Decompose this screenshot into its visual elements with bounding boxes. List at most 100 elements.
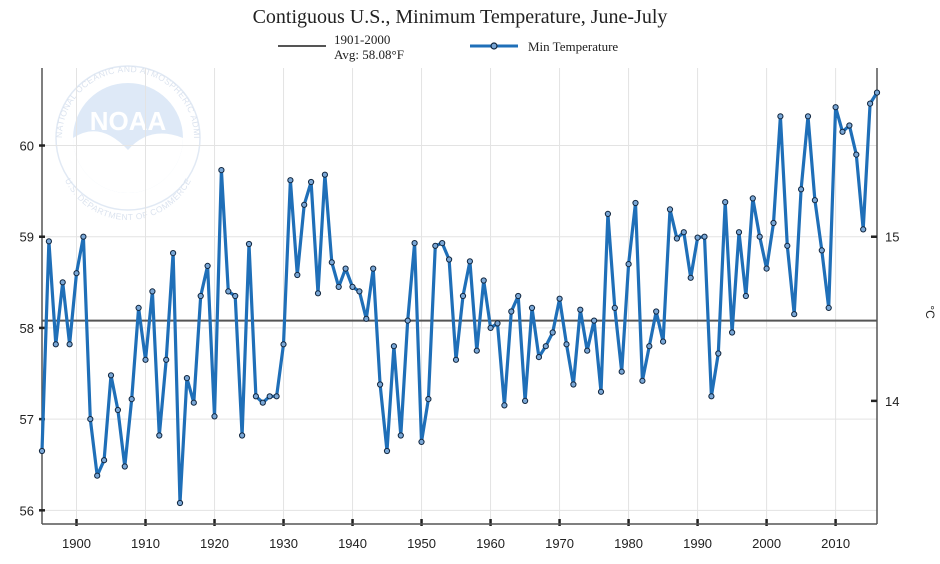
data-point bbox=[867, 100, 874, 107]
data-point bbox=[756, 233, 763, 240]
data-point bbox=[625, 261, 632, 268]
data-point bbox=[701, 233, 708, 240]
data-point bbox=[542, 343, 549, 350]
data-point bbox=[770, 219, 777, 227]
data-point bbox=[653, 308, 660, 315]
y-tick-label: 60 bbox=[20, 139, 34, 154]
x-tick-label: 1980 bbox=[614, 536, 643, 551]
data-point bbox=[335, 283, 342, 290]
data-point bbox=[294, 271, 301, 279]
data-point bbox=[397, 432, 404, 439]
data-point bbox=[342, 265, 349, 272]
data-point bbox=[480, 277, 487, 284]
data-point bbox=[163, 356, 170, 363]
data-point bbox=[204, 262, 211, 269]
data-point bbox=[425, 396, 432, 403]
data-point bbox=[673, 235, 681, 242]
legend: 1901-2000 Avg: 58.08°F Min Temperature bbox=[278, 32, 618, 62]
data-point bbox=[356, 288, 363, 295]
data-point bbox=[804, 113, 812, 120]
data-point bbox=[280, 341, 287, 348]
data-point bbox=[501, 402, 508, 409]
y-tick-label: 56 bbox=[20, 503, 34, 518]
data-point bbox=[197, 292, 204, 300]
data-point bbox=[411, 240, 418, 247]
data-point bbox=[715, 350, 722, 357]
data-point bbox=[301, 201, 308, 208]
x-tick-label: 1910 bbox=[131, 536, 160, 551]
data-point bbox=[225, 288, 232, 295]
data-point bbox=[494, 320, 501, 327]
data-point bbox=[763, 265, 770, 272]
data-point bbox=[873, 89, 881, 96]
data-point bbox=[142, 356, 149, 363]
data-point bbox=[784, 242, 791, 249]
data-point bbox=[735, 229, 743, 236]
data-point bbox=[149, 288, 156, 295]
data-point bbox=[287, 177, 294, 184]
data-point bbox=[107, 372, 115, 379]
x-tick-label: 1930 bbox=[269, 536, 298, 551]
data-point bbox=[646, 343, 653, 350]
data-point bbox=[101, 457, 108, 464]
data-point bbox=[232, 292, 239, 300]
data-point bbox=[80, 233, 87, 240]
chart-title: Contiguous U.S., Minimum Temperature, Ju… bbox=[253, 6, 668, 28]
data-point bbox=[59, 279, 66, 286]
data-point bbox=[722, 199, 729, 206]
data-point bbox=[660, 338, 667, 345]
x-tick-label: 1940 bbox=[338, 536, 367, 551]
data-point bbox=[446, 256, 453, 263]
data-point bbox=[156, 432, 163, 439]
data-point bbox=[128, 396, 135, 403]
data-point bbox=[38, 447, 46, 455]
data-point bbox=[211, 413, 218, 420]
data-point bbox=[245, 240, 253, 248]
data-point bbox=[811, 197, 819, 204]
data-point bbox=[839, 128, 846, 135]
x-tick-label: 2010 bbox=[821, 536, 850, 551]
data-point bbox=[183, 375, 190, 382]
data-point bbox=[749, 195, 756, 202]
data-point bbox=[563, 341, 570, 348]
data-point bbox=[314, 290, 322, 297]
x-tick-label: 1970 bbox=[545, 536, 574, 551]
data-point bbox=[370, 265, 377, 272]
data-point bbox=[87, 416, 94, 423]
data-point bbox=[418, 438, 425, 445]
data-point bbox=[432, 242, 439, 249]
data-point bbox=[176, 499, 184, 507]
data-point bbox=[639, 377, 646, 384]
data-point bbox=[45, 238, 53, 245]
data-point bbox=[170, 250, 177, 257]
data-point bbox=[121, 463, 128, 470]
data-point bbox=[349, 283, 356, 290]
data-point bbox=[570, 381, 577, 388]
right-y-tick-label: 14 bbox=[885, 394, 899, 409]
data-point bbox=[52, 341, 59, 348]
legend-reference-label-line2: Avg: 58.08°F bbox=[334, 47, 404, 62]
series-line-min-temperature bbox=[40, 91, 879, 505]
data-point bbox=[466, 258, 473, 265]
x-tick-label: 1920 bbox=[200, 536, 229, 551]
data-point bbox=[860, 226, 867, 233]
data-point bbox=[666, 206, 674, 213]
data-point bbox=[528, 304, 536, 311]
data-point bbox=[632, 199, 639, 207]
data-point bbox=[66, 341, 73, 348]
data-point bbox=[259, 399, 266, 406]
legend-series-marker bbox=[490, 42, 498, 50]
data-point bbox=[239, 432, 246, 439]
data-point bbox=[742, 292, 750, 300]
data-point bbox=[584, 347, 591, 354]
data-point bbox=[73, 270, 80, 277]
data-point bbox=[439, 240, 446, 247]
data-point bbox=[729, 329, 736, 336]
data-point bbox=[798, 186, 805, 193]
data-point bbox=[94, 472, 101, 479]
data-point bbox=[487, 324, 494, 331]
data-point bbox=[556, 295, 563, 302]
right-y-tick-label: 15 bbox=[885, 230, 899, 245]
data-point bbox=[190, 399, 197, 406]
data-point bbox=[522, 397, 529, 404]
